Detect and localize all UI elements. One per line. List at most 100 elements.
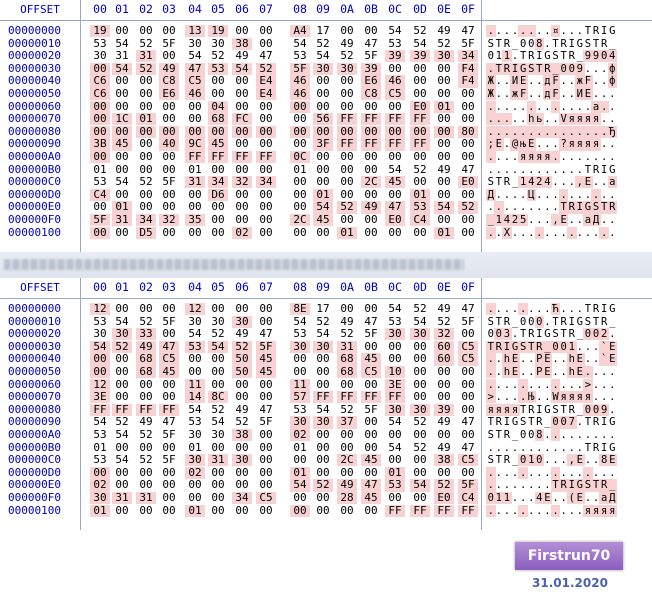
hex-byte[interactable]: 00 [188, 352, 202, 366]
hex-byte[interactable]: 00 [316, 491, 330, 504]
ascii-char[interactable]: _ [511, 429, 519, 441]
ascii-char[interactable]: > [583, 378, 593, 391]
hex-byte[interactable]: 31 [136, 49, 156, 63]
ascii-char[interactable]: . [550, 378, 561, 391]
hex-byte[interactable]: FF [208, 150, 228, 164]
ascii-char[interactable]: . [511, 201, 519, 214]
hex-byte[interactable]: FF [313, 390, 333, 404]
ascii-char[interactable]: . [552, 201, 559, 214]
hex-byte[interactable]: 00 [364, 415, 378, 429]
ascii-char[interactable]: h [502, 353, 512, 366]
ascii-char[interactable]: . [592, 378, 600, 391]
ascii-char[interactable]: . [544, 113, 551, 126]
hex-byte[interactable]: 00 [340, 465, 354, 479]
hex-byte[interactable]: 60 [434, 352, 454, 366]
hex-byte[interactable]: 01 [188, 162, 202, 176]
hex-byte[interactable]: 00 [162, 112, 176, 126]
hex-byte[interactable]: 01 [293, 162, 307, 176]
ascii-char[interactable]: . [576, 441, 583, 454]
hex-byte[interactable]: 00 [235, 87, 249, 100]
ascii-char[interactable]: T [584, 303, 592, 315]
hex-byte[interactable]: 00 [437, 137, 451, 151]
hex-byte[interactable]: 52 [316, 36, 330, 50]
hex-byte[interactable]: 01 [434, 226, 454, 239]
hex-byte[interactable]: 00 [211, 87, 225, 100]
hex-byte[interactable]: 45 [256, 365, 276, 379]
hex-byte[interactable]: 00 [188, 365, 202, 378]
hex-byte[interactable]: 49 [235, 327, 249, 341]
hex-byte[interactable]: 00 [388, 150, 402, 163]
hex-byte[interactable]: 00 [385, 125, 405, 138]
hex-byte[interactable]: 00 [115, 74, 129, 88]
hex-byte[interactable]: 00 [259, 503, 273, 517]
hex-byte[interactable]: 00 [115, 87, 129, 100]
ascii-char[interactable]: T [560, 328, 567, 341]
ascii-char[interactable]: E [510, 366, 520, 379]
ascii-char[interactable]: . [519, 366, 527, 378]
ascii-char[interactable]: T [599, 201, 609, 214]
hex-byte[interactable]: 53 [93, 175, 107, 189]
hex-byte[interactable]: 52 [139, 36, 153, 50]
hex-byte[interactable]: 00 [388, 491, 402, 504]
ascii-char[interactable]: G [609, 163, 616, 176]
ascii-char[interactable]: R [503, 429, 511, 441]
hex-byte[interactable]: 19 [90, 24, 110, 38]
hex-byte[interactable]: 00 [316, 87, 330, 100]
ascii-char[interactable]: . [511, 151, 519, 163]
ascii-char[interactable]: T [552, 37, 559, 50]
hex-byte[interactable]: 00 [235, 99, 249, 113]
ascii-char[interactable]: . [552, 492, 559, 504]
hex-byte[interactable]: 54 [90, 340, 110, 353]
hex-byte[interactable]: 49 [437, 302, 451, 315]
ascii-char[interactable]: . [495, 100, 502, 113]
hex-byte[interactable]: 00 [340, 87, 354, 100]
hex-byte[interactable]: 46 [185, 87, 205, 101]
ascii-char[interactable]: Е [583, 88, 593, 101]
ascii-char[interactable]: . [592, 75, 600, 88]
ascii-char[interactable]: . [511, 492, 519, 504]
hex-byte[interactable]: 34 [136, 213, 156, 227]
ascii-char[interactable]: S [552, 403, 559, 416]
hex-byte[interactable]: 00 [340, 440, 354, 454]
ascii-char[interactable]: 4 [502, 214, 512, 227]
ascii-char[interactable]: 0 [550, 340, 561, 353]
hex-byte[interactable]: 00 [139, 87, 153, 100]
ascii-char[interactable]: . [609, 378, 616, 391]
hex-byte[interactable]: 00 [461, 213, 475, 226]
hex-byte[interactable]: 39 [361, 62, 381, 75]
ascii-char[interactable]: . [519, 113, 527, 126]
ascii-char[interactable]: . [583, 366, 593, 379]
hex-byte[interactable]: 00 [364, 162, 378, 176]
hex-byte[interactable]: 54 [388, 24, 402, 37]
ascii-char[interactable]: I [502, 340, 512, 353]
ascii-char[interactable]: . [486, 25, 496, 38]
ascii-char[interactable]: . [544, 37, 551, 50]
ascii-char[interactable]: 0 [591, 403, 601, 416]
hex-byte[interactable]: 00 [139, 74, 153, 88]
ascii-char[interactable]: . [519, 100, 527, 113]
hex-byte[interactable]: 00 [211, 352, 225, 366]
ascii-char[interactable]: я [583, 113, 593, 126]
ascii-char[interactable]: . [568, 303, 575, 315]
ascii-char[interactable]: _ [550, 62, 561, 75]
ascii-char[interactable]: . [503, 303, 511, 315]
ascii-char[interactable]: . [544, 100, 551, 113]
hex-byte[interactable]: 39 [434, 403, 454, 416]
hex-byte[interactable]: 9C [185, 137, 205, 151]
hex-byte[interactable]: 00 [139, 99, 153, 113]
ascii-char[interactable]: W [550, 391, 561, 404]
ascii-char[interactable]: S [487, 37, 494, 50]
hex-byte[interactable]: 30 [232, 453, 252, 467]
hex-byte[interactable]: 00 [259, 465, 273, 479]
hex-byte[interactable]: 00 [211, 365, 225, 378]
ascii-char[interactable]: . [560, 454, 567, 467]
hex-byte[interactable]: 54 [115, 453, 129, 467]
hex-byte[interactable]: 01 [93, 162, 107, 176]
ascii-char[interactable]: 9 [591, 50, 601, 63]
hex-byte[interactable]: 00 [364, 302, 378, 315]
hex-byte[interactable]: 00 [413, 61, 427, 75]
hex-byte[interactable]: 00 [259, 428, 273, 441]
hex-byte[interactable]: 00 [293, 352, 307, 366]
ascii-char[interactable]: S [519, 416, 527, 429]
ascii-char[interactable]: . [599, 226, 609, 239]
